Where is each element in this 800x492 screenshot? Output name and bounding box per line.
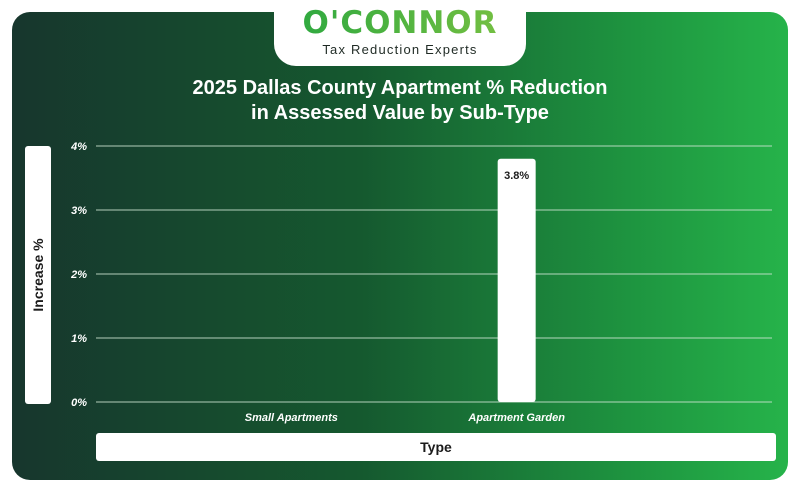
brand-tagline: Tax Reduction Experts [322, 42, 478, 57]
brand-name: O'CONNOR [274, 6, 526, 40]
y-tick-label: 4% [70, 141, 87, 153]
chart-title-line1: 2025 Dallas County Apartment % Reduction [192, 77, 608, 99]
y-tick-label: 2% [70, 269, 87, 281]
bar [497, 158, 536, 402]
chart-title-line2: in Assessed Value by Sub-Type [251, 102, 549, 124]
data-label: 3.8% [504, 170, 529, 182]
x-tick-label: Small Apartments [245, 412, 338, 424]
logo: O'CONNOR Tax Reduction Experts [274, 0, 526, 66]
y-axis-label-box: Increase % [25, 146, 51, 404]
x-axis-label-box: Type [96, 433, 776, 461]
x-tick-label: Apartment Garden [467, 412, 565, 424]
y-tick-label: 1% [71, 333, 87, 345]
y-tick-label: 3% [71, 205, 87, 217]
x-axis-label: Type [420, 439, 452, 455]
chart-title: 2025 Dallas County Apartment % Reduction… [0, 76, 800, 126]
y-tick-label: 0% [71, 397, 87, 409]
